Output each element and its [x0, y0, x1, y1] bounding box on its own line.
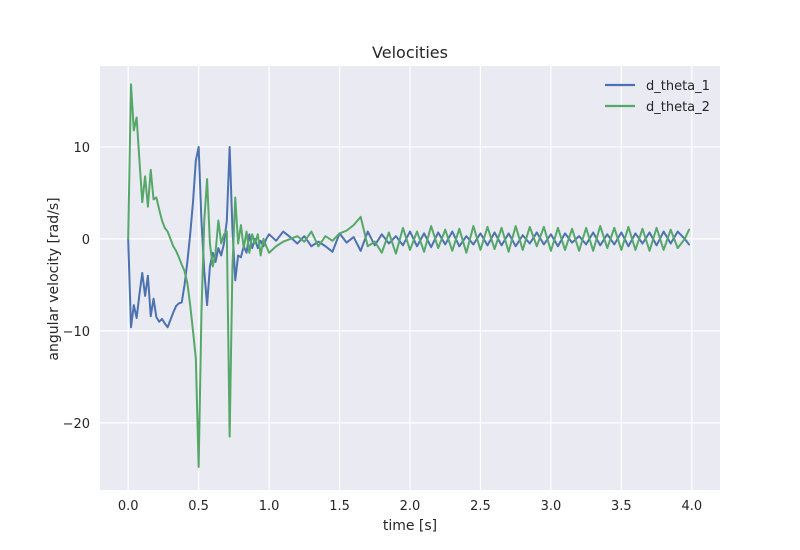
y-tick-label: 0: [82, 233, 90, 248]
y-tick-label: −10: [63, 325, 90, 340]
legend-label-d-theta-2: d_theta_2: [646, 100, 710, 115]
x-axis-label: time [s]: [383, 518, 437, 534]
x-tick-label: 0.0: [118, 499, 139, 514]
x-tick-label: 2.5: [470, 499, 491, 514]
y-axis-label: angular velocity [rad/s]: [46, 197, 62, 360]
x-tick-label: 0.5: [188, 499, 209, 514]
grid: [100, 66, 720, 490]
x-tick-label: 1.5: [329, 499, 350, 514]
tick-labels: 0.0 0.5 1.0 1.5 2.0 2.5 3.0 3.5 4.0 −20 −10 0 10: [63, 141, 703, 514]
series-line-d-theta-1: [127, 145, 690, 329]
y-tick-label: 10: [73, 141, 90, 156]
y-tick-label: −20: [63, 417, 90, 432]
series-line-d-theta-2: [127, 83, 690, 469]
x-tick-label: 1.0: [259, 499, 280, 514]
chart-title: Velocities: [372, 43, 448, 62]
legend-label-d-theta-1: d_theta_1: [646, 79, 710, 94]
legend: d_theta_1 d_theta_2: [605, 79, 710, 115]
x-tick-label: 4.0: [681, 499, 702, 514]
x-tick-label: 2.0: [400, 499, 421, 514]
series-lines: [127, 83, 690, 469]
x-tick-label: 3.0: [541, 499, 562, 514]
x-tick-label: 3.5: [611, 499, 632, 514]
